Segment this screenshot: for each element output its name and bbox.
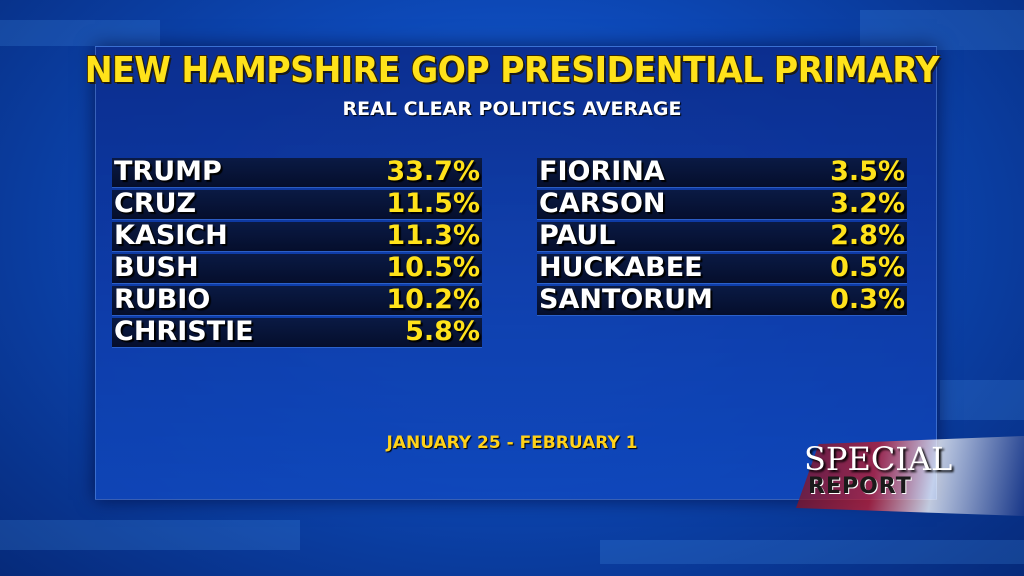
candidate-name: CHRISTIE xyxy=(114,316,254,347)
candidate-name: BUSH xyxy=(114,252,199,283)
background-stripe xyxy=(0,520,300,550)
background-stripe xyxy=(0,20,160,46)
date-range: JANUARY 25 - FEBRUARY 1 xyxy=(386,433,638,453)
candidate-name: CRUZ xyxy=(114,188,197,219)
candidate-percentage: 10.5% xyxy=(386,252,480,283)
candidate-percentage: 33.7% xyxy=(386,156,480,187)
candidate-percentage: 11.5% xyxy=(386,188,480,219)
candidate-percentage: 0.5% xyxy=(830,252,905,283)
table-row: SANTORUM 0.3% xyxy=(537,284,907,315)
table-row: BUSH 10.5% xyxy=(112,252,482,283)
candidate-name: SANTORUM xyxy=(539,284,713,315)
table-row: CARSON 3.2% xyxy=(537,188,907,219)
candidate-name: FIORINA xyxy=(539,156,665,187)
logo-flag-graphic xyxy=(796,436,1024,516)
table-row: CRUZ 11.5% xyxy=(112,188,482,219)
candidate-name: PAUL xyxy=(539,220,616,251)
background-stripe xyxy=(940,380,1024,420)
candidate-percentage: 5.8% xyxy=(405,316,480,347)
table-row: KASICH 11.3% xyxy=(112,220,482,251)
candidate-name: RUBIO xyxy=(114,284,211,315)
background-stripe xyxy=(600,540,1024,564)
chart-subtitle: REAL CLEAR POLITICS AVERAGE xyxy=(342,98,682,120)
candidate-name: HUCKABEE xyxy=(539,252,703,283)
candidate-percentage: 2.8% xyxy=(830,220,905,251)
page-title: NEW HAMPSHIRE GOP PRESIDENTIAL PRIMARY xyxy=(84,50,940,91)
table-row: CHRISTIE 5.8% xyxy=(112,316,482,347)
candidate-name: KASICH xyxy=(114,220,228,251)
table-row: TRUMP 33.7% xyxy=(112,156,482,187)
logo-line-1: SPECIAL xyxy=(804,440,953,478)
candidate-name: TRUMP xyxy=(114,156,222,187)
candidate-percentage: 0.3% xyxy=(830,284,905,315)
candidate-percentage: 11.3% xyxy=(386,220,480,251)
special-report-logo: SPECIAL REPORT xyxy=(796,436,1024,516)
table-row: RUBIO 10.2% xyxy=(112,284,482,315)
candidate-percentage: 3.2% xyxy=(830,188,905,219)
candidate-percentage: 10.2% xyxy=(386,284,480,315)
candidate-percentage: 3.5% xyxy=(830,156,905,187)
candidate-name: CARSON xyxy=(539,188,666,219)
table-row: PAUL 2.8% xyxy=(537,220,907,251)
table-row: FIORINA 3.5% xyxy=(537,156,907,187)
logo-line-2: REPORT xyxy=(808,474,912,499)
table-row: HUCKABEE 0.5% xyxy=(537,252,907,283)
background-stripe xyxy=(860,10,1024,50)
